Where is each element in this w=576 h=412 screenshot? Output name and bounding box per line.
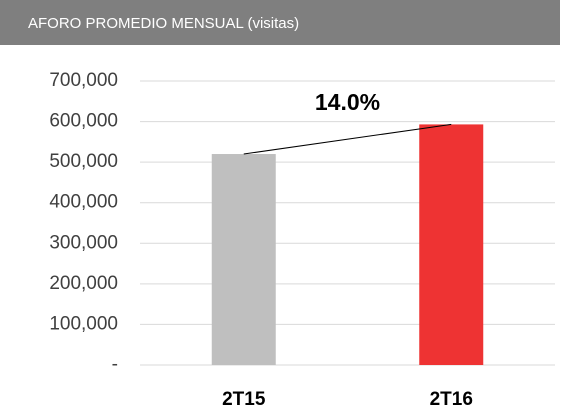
y-tick-label: 600,000 [49, 111, 118, 132]
y-tick-label: 100,000 [49, 313, 118, 334]
x-tick-label: 2T15 [222, 389, 266, 410]
chart-title: AFORO PROMEDIO MENSUAL (visitas) [28, 15, 299, 32]
annotation: 14.0% [315, 89, 380, 115]
bar [419, 124, 484, 365]
y-tick-label: 300,000 [49, 232, 118, 253]
y-tick-label: 400,000 [49, 192, 118, 213]
y-tick-label: 200,000 [49, 273, 118, 294]
title-bar [0, 0, 560, 45]
y-tick-label: - [112, 354, 118, 375]
connector-line [243, 123, 452, 155]
bar [211, 154, 276, 365]
y-tick-label: 500,000 [49, 151, 118, 172]
y-tick-label: 700,000 [49, 70, 118, 91]
x-tick-label: 2T16 [430, 389, 473, 410]
